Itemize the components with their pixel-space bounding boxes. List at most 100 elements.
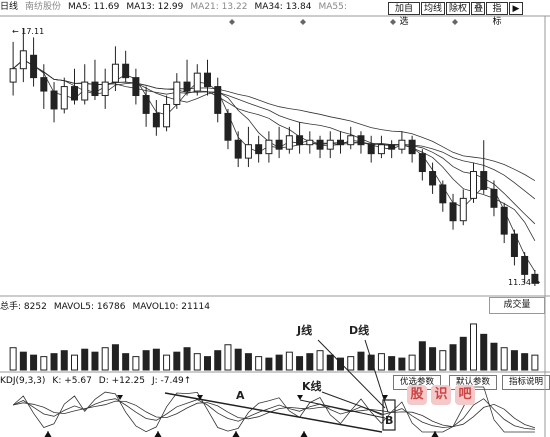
candle-body-11 — [122, 63, 130, 79]
volume-bar-6 — [71, 354, 78, 371]
candle-body-27 — [285, 135, 293, 150]
candle-body-49 — [510, 233, 518, 257]
mavol5-value: MAVOL5: 16786 — [53, 302, 126, 312]
volume-bar-4 — [50, 353, 58, 371]
candle-body-8 — [91, 81, 99, 97]
candle-body-36 — [377, 144, 385, 155]
indicator-button[interactable]: 指标 — [486, 2, 508, 27]
segment-b-label: B — [385, 414, 394, 427]
ex-rights-button[interactable]: 除权 — [446, 2, 470, 15]
volume-bar-15 — [163, 354, 171, 371]
volume-bar-43 — [449, 344, 457, 371]
candle-body-18 — [193, 72, 201, 92]
volume-bar-1 — [19, 351, 27, 371]
k-line-pointer — [321, 391, 383, 415]
ma55-line — [12, 59, 536, 182]
candle-body-29 — [306, 139, 314, 146]
candle-body-35 — [367, 144, 375, 155]
volume-bar-28 — [296, 356, 304, 371]
sell-arrow-3 — [382, 395, 388, 400]
overlay-button[interactable]: 叠 — [471, 2, 485, 15]
buy-arrow-0 — [44, 431, 52, 437]
volume-bar-10 — [111, 344, 119, 371]
event-marker-0 — [229, 19, 235, 25]
candle-body-42 — [439, 184, 447, 204]
volume-bar-0 — [9, 347, 17, 371]
kdj-d-value: D: +12.25 — [98, 376, 145, 386]
next-button[interactable]: ▶ — [509, 2, 523, 15]
candle-body-15 — [163, 103, 171, 128]
kdj-j-value: J: -7.49↑ — [151, 376, 192, 386]
volume-bar-8 — [91, 351, 99, 371]
kdj-title: KDJ(9,3,3) — [0, 376, 46, 386]
candle-body-34 — [357, 135, 365, 146]
cross-highlight-box — [382, 399, 396, 431]
volume-bar-29 — [306, 353, 314, 371]
watermark-char-2: 识 — [431, 385, 451, 405]
stock-name: 南纺股份 — [25, 2, 62, 12]
volume-bar-37 — [388, 356, 396, 371]
kdj-k-line — [12, 398, 535, 430]
volume-bar-17 — [183, 347, 191, 371]
volume-bar-35 — [367, 354, 375, 371]
candle-body-16 — [173, 81, 181, 105]
candle-body-31 — [326, 139, 334, 150]
ma34-value: MA34: 13.84 — [254, 2, 312, 12]
event-marker-1 — [300, 19, 306, 25]
volume-bar-13 — [142, 350, 150, 371]
candle-body-6 — [71, 86, 78, 101]
volume-bar-38 — [398, 357, 406, 371]
candle-body-51 — [531, 273, 539, 284]
period-label: 日线 — [0, 2, 19, 12]
k-line-label: K线 — [302, 380, 322, 393]
kdj-d-line — [13, 400, 536, 429]
candle-body-48 — [500, 206, 508, 235]
volume-bar-42 — [439, 350, 447, 371]
mavol10-value: MAVOL10: 21114 — [132, 302, 210, 312]
segment-b-line — [299, 399, 386, 419]
volume-header: 总手: 8252 MAVOL5: 16786 MAVOL10: 21114 — [0, 300, 217, 314]
volume-bar-45 — [470, 323, 477, 371]
ma21-value: MA21: 13.22 — [190, 2, 248, 12]
high-price-label: ← 17.11 — [12, 27, 45, 36]
candle-body-43 — [449, 202, 457, 222]
sell-arrow-2 — [297, 395, 303, 400]
volume-bar-19 — [204, 356, 211, 371]
watermark-char-3: 吧 — [455, 385, 475, 405]
candle-body-13 — [142, 95, 150, 114]
ma55-value: MA55: — [318, 2, 347, 12]
candle-body-4 — [50, 90, 58, 110]
candle-body-32 — [337, 139, 344, 146]
candle-body-21 — [224, 112, 232, 141]
kdj-j-line — [12, 386, 535, 433]
volume-bar-9 — [101, 347, 109, 371]
kdj-header: KDJ(9,3,3) K: +5.67 D: +12.25 J: -7.49↑ — [0, 374, 198, 388]
volume-bar-22 — [234, 348, 242, 371]
buy-arrow-1 — [154, 431, 162, 437]
candle-body-28 — [296, 135, 304, 146]
add-watchlist-button[interactable]: 加自选 — [388, 2, 420, 27]
volume-bar-16 — [173, 351, 181, 371]
candle-body-40 — [418, 153, 426, 173]
buy-arrow-2 — [232, 431, 240, 437]
candle-body-30 — [316, 139, 324, 150]
candle-body-25 — [265, 139, 273, 155]
volume-bar-12 — [132, 356, 140, 371]
volume-bar-32 — [337, 357, 344, 371]
d-line-label: D线 — [349, 324, 370, 337]
kdj-k-value: K: +5.67 — [52, 376, 92, 386]
candle-body-23 — [244, 144, 252, 159]
candle-body-20 — [214, 86, 222, 114]
candle-body-1 — [19, 50, 27, 70]
event-marker-2 — [390, 19, 396, 25]
candle-body-44 — [459, 197, 467, 222]
watermark-char-1: 股 — [407, 385, 427, 405]
volume-bar-2 — [30, 354, 38, 371]
volume-bar-36 — [377, 353, 385, 371]
candle-body-45 — [470, 171, 477, 199]
volume-bar-40 — [418, 341, 426, 371]
candle-body-19 — [204, 72, 211, 88]
ma-overlay-button[interactable]: 均线 — [421, 2, 445, 15]
candle-body-9 — [101, 81, 109, 97]
